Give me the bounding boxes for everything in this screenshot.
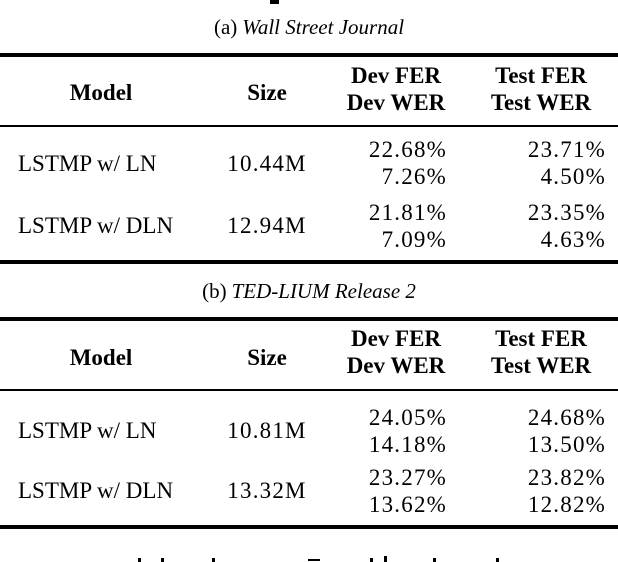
table-b-row1-test-fer: 24.68% bbox=[527, 405, 606, 430]
cutoff-text-fragment-bottom bbox=[384, 556, 387, 562]
cutoff-text-fragment-bottom bbox=[138, 558, 141, 562]
table-a-header-test-fer: Test FER bbox=[495, 63, 587, 88]
cutoff-text-fragment-bottom bbox=[496, 558, 499, 562]
table-b-row2-dev-fer: 23.27% bbox=[368, 465, 447, 490]
table-a-header-test-wer: Test WER bbox=[490, 90, 592, 115]
table-a-row1-dev-wer: 7.26% bbox=[381, 164, 447, 189]
cutoff-text-fragment-bottom bbox=[433, 558, 436, 562]
subtable-b-caption: (b) TED-LIUM Release 2 bbox=[0, 278, 618, 305]
table-b-header-test: Test FER Test WER bbox=[451, 325, 618, 379]
table-b-row1-test: 24.68% 13.50% bbox=[460, 404, 606, 458]
table-a-row2-dev-wer: 7.09% bbox=[381, 227, 447, 252]
subtable-a-caption-title: Wall Street Journal bbox=[242, 15, 405, 39]
table-a-row1-test: 23.71% 4.50% bbox=[460, 136, 606, 190]
subtable-a-caption: (a) Wall Street Journal bbox=[0, 14, 618, 41]
table-b-header-size: Size bbox=[247, 345, 287, 370]
cutoff-text-fragment-bottom bbox=[308, 559, 320, 561]
table-b-header-test-fer: Test FER bbox=[495, 326, 587, 351]
table-b-row2-test-fer: 23.82% bbox=[527, 465, 606, 490]
table-b-mid-rule bbox=[0, 389, 618, 391]
table-b-row2-size: 13.32M bbox=[227, 478, 307, 503]
table-a-row2-dev: 21.81% 7.09% bbox=[300, 199, 447, 253]
table-b-row2-dev-wer: 13.62% bbox=[368, 492, 447, 517]
table-b-row2-model: LSTMP w/ DLN bbox=[18, 478, 174, 503]
subtable-b-caption-title: TED-LIUM Release 2 bbox=[231, 279, 416, 303]
table-a-row2-model: LSTMP w/ DLN bbox=[18, 213, 174, 238]
table-b-row1-size: 10.81M bbox=[227, 418, 307, 443]
table-b-row2-test: 23.82% 12.82% bbox=[460, 464, 606, 518]
table-a-row2-dev-fer: 21.81% bbox=[368, 200, 447, 225]
table-a-row2-test-fer: 23.35% bbox=[527, 200, 606, 225]
table-a-row1-size: 10.44M bbox=[227, 151, 307, 176]
table-b-header-model: Model bbox=[69, 345, 133, 370]
table-b-header-dev-wer: Dev WER bbox=[346, 353, 446, 378]
table-a-header-dev-fer: Dev FER bbox=[350, 63, 442, 88]
table-b-top-rule bbox=[0, 317, 618, 321]
table-a-header-dev: Dev FER Dev WER bbox=[306, 62, 486, 116]
table-a-bottom-rule bbox=[0, 260, 618, 264]
cutoff-text-fragment-bottom bbox=[370, 558, 373, 562]
table-b-row1-model: LSTMP w/ LN bbox=[18, 418, 157, 443]
table-a-header-size: Size bbox=[247, 80, 287, 105]
subtable-a-caption-prefix: (a) bbox=[213, 15, 238, 39]
table-a-mid-rule bbox=[0, 125, 618, 127]
cutoff-text-fragment-bottom bbox=[212, 558, 215, 562]
cutoff-text-fragment-bottom bbox=[161, 558, 164, 562]
table-a-header-test: Test FER Test WER bbox=[451, 62, 618, 116]
table-a-row1-dev: 22.68% 7.26% bbox=[300, 136, 447, 190]
table-b-header-dev: Dev FER Dev WER bbox=[306, 325, 486, 379]
subtable-b-caption-prefix: (b) bbox=[202, 279, 227, 303]
table-a-row2-size: 12.94M bbox=[227, 213, 307, 238]
table-b-header-dev-fer: Dev FER bbox=[350, 326, 442, 351]
table-a-row1-test-wer: 4.50% bbox=[540, 164, 606, 189]
table-b-row1-dev: 24.05% 14.18% bbox=[300, 404, 447, 458]
table-b-row2-dev: 23.27% 13.62% bbox=[300, 464, 447, 518]
table-b-header-test-wer: Test WER bbox=[490, 353, 592, 378]
table-a-row1-dev-fer: 22.68% bbox=[368, 137, 447, 162]
table-b-row1-dev-fer: 24.05% bbox=[368, 405, 447, 430]
table-b-row1-test-wer: 13.50% bbox=[527, 432, 606, 457]
table-a-row2-test: 23.35% 4.63% bbox=[460, 199, 606, 253]
cutoff-text-fragment-top bbox=[270, 0, 279, 4]
table-a-header-dev-wer: Dev WER bbox=[346, 90, 446, 115]
table-a-row1-model: LSTMP w/ LN bbox=[18, 151, 157, 176]
table-a-top-rule bbox=[0, 53, 618, 57]
table-a-row1-test-fer: 23.71% bbox=[527, 137, 606, 162]
table-a-header-model: Model bbox=[69, 80, 133, 105]
table-a-row2-test-wer: 4.63% bbox=[540, 227, 606, 252]
table-b-bottom-rule bbox=[0, 525, 618, 529]
table-b-row1-dev-wer: 14.18% bbox=[368, 432, 447, 457]
table-b-row2-test-wer: 12.82% bbox=[527, 492, 606, 517]
